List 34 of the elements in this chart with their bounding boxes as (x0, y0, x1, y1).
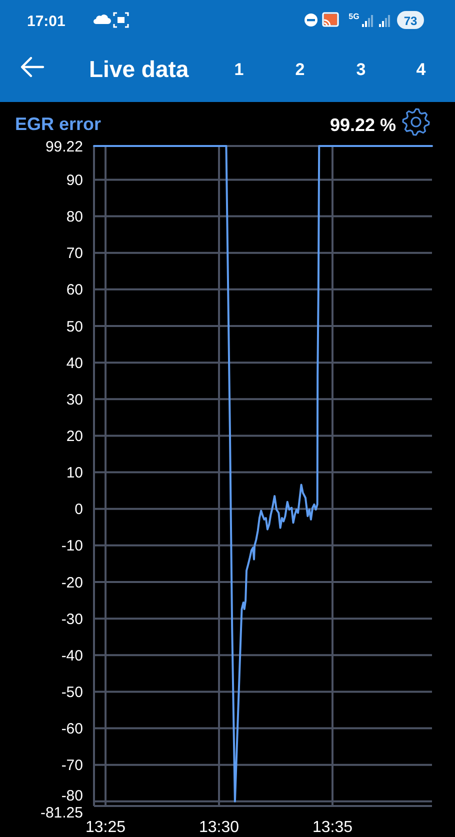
text: 1 (234, 60, 244, 79)
y-tick-label: 10 (66, 464, 83, 482)
x-tick-label: 13:35 (312, 819, 353, 836)
text: 3 (356, 60, 366, 79)
y-tick-label: 80 (66, 208, 83, 226)
x-tick-label: 13:25 (86, 819, 126, 836)
y-tick-label: -70 (61, 757, 83, 774)
text: 5G (348, 12, 360, 21)
y-tick-label: -50 (61, 684, 83, 701)
y-tick-label: 90 (66, 172, 83, 189)
y-tick-label: -81.25 (40, 804, 83, 822)
line-series (93, 145, 433, 802)
text: 17:01 (27, 13, 66, 30)
y-tick-label: 20 (66, 428, 83, 445)
y-tick-label: 50 (66, 318, 83, 336)
y-tick-label: 30 (66, 391, 83, 408)
y-tick-label: -40 (61, 647, 83, 664)
y-tick-label: -10 (61, 538, 83, 555)
text: 2 (295, 60, 305, 79)
y-tick-label: 0 (74, 501, 83, 518)
series-label: EGR error (15, 114, 102, 134)
y-tick-label: 40 (66, 354, 83, 372)
y-tick-label: -20 (61, 574, 83, 592)
text: 73 (404, 14, 418, 28)
x-tick-label: 13:30 (198, 819, 240, 836)
y-tick-label: -60 (61, 720, 83, 738)
text: 99.22 % (330, 115, 396, 135)
y-tick-label: 99.22 (45, 138, 83, 156)
y-tick-label: -30 (61, 610, 83, 628)
y-tick-label: -80 (61, 787, 83, 804)
y-tick-label: 70 (66, 245, 83, 262)
chart-title: Live data (89, 56, 189, 82)
y-tick-label: 60 (66, 282, 83, 299)
text: 4 (416, 60, 426, 79)
